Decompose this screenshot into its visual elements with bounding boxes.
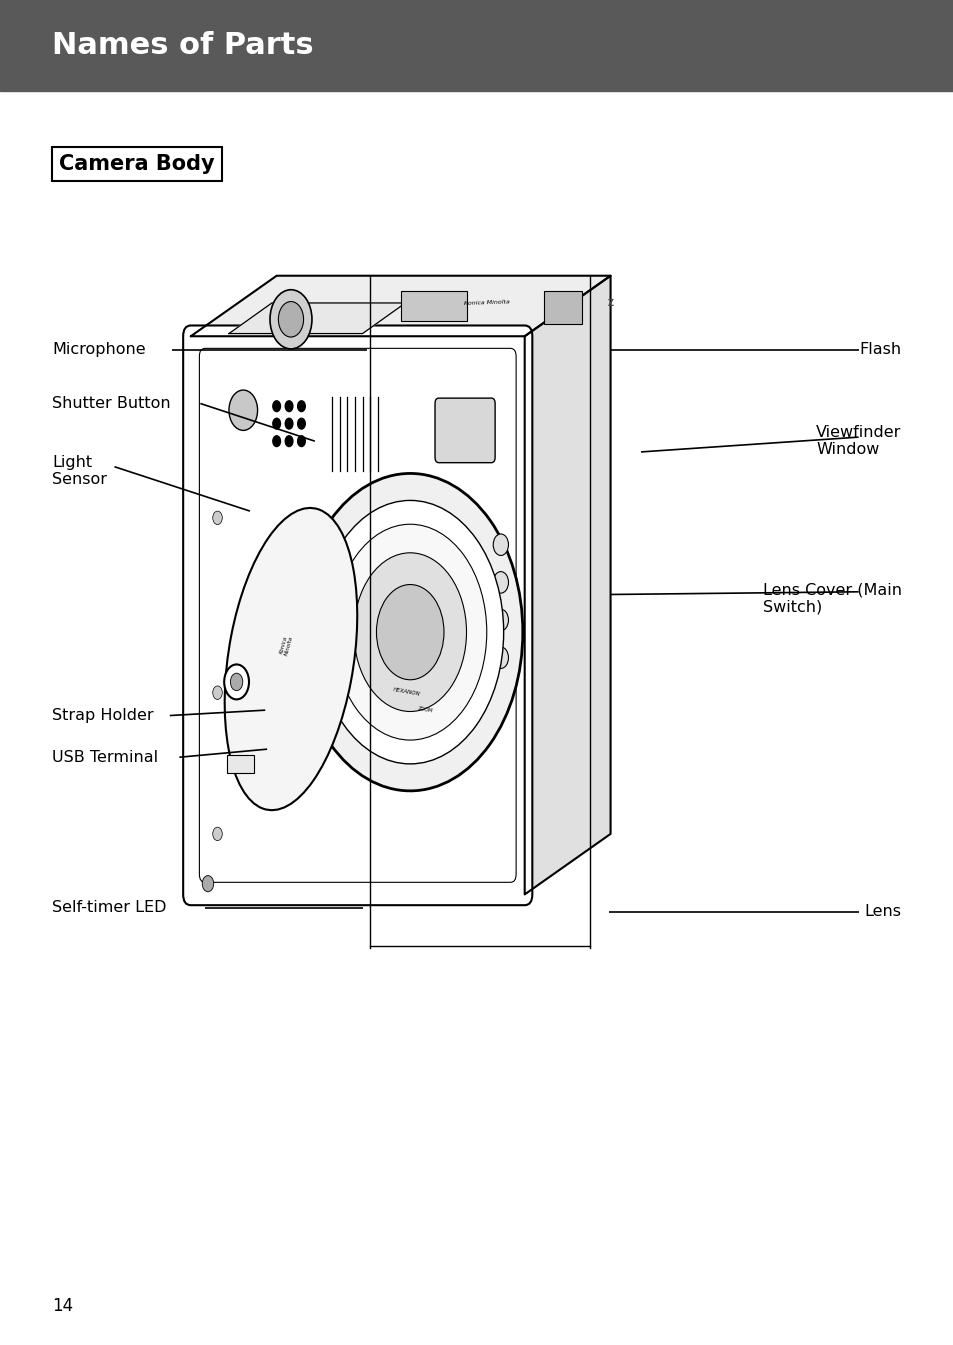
Circle shape [297,436,305,447]
Text: Camera Body: Camera Body [59,155,214,174]
Text: Microphone: Microphone [52,342,146,358]
Text: Z: Z [607,299,613,308]
Text: Self-timer LED: Self-timer LED [52,900,167,916]
Polygon shape [524,276,610,894]
Text: Lens Cover (Main
Switch): Lens Cover (Main Switch) [761,582,901,615]
Circle shape [297,473,522,791]
Circle shape [213,511,222,525]
Polygon shape [191,276,610,336]
FancyBboxPatch shape [183,325,532,905]
Circle shape [493,572,508,593]
Text: ZOOM: ZOOM [417,706,433,714]
Circle shape [273,436,280,447]
Circle shape [493,609,508,631]
Circle shape [354,553,466,712]
Text: Shutter Button: Shutter Button [52,395,171,412]
Circle shape [493,647,508,668]
Bar [400,291,467,321]
Circle shape [376,585,443,679]
Text: Viewfinder
Window: Viewfinder Window [816,425,901,457]
Circle shape [229,390,257,430]
Bar [543,291,581,324]
Text: Names of Parts: Names of Parts [52,31,314,61]
Text: Konica Minolta: Konica Minolta [463,300,509,307]
Text: HEXANON: HEXANON [392,687,420,697]
Circle shape [285,418,293,429]
Circle shape [285,436,293,447]
Circle shape [213,827,222,841]
Circle shape [316,500,503,764]
FancyBboxPatch shape [199,348,516,882]
Circle shape [334,525,486,740]
Circle shape [213,686,222,699]
Circle shape [278,301,303,338]
FancyBboxPatch shape [435,398,495,463]
Text: Konica
Minolta: Konica Minolta [278,635,294,656]
Text: Flash: Flash [859,342,901,358]
Bar [227,755,253,773]
Bar [0,0,953,91]
Circle shape [273,418,280,429]
Circle shape [273,401,280,412]
Circle shape [297,418,305,429]
Polygon shape [229,303,405,334]
Ellipse shape [225,508,356,810]
Text: 14: 14 [52,1298,73,1315]
Text: Strap Holder: Strap Holder [52,707,154,724]
Circle shape [493,534,508,555]
Circle shape [270,289,312,348]
Circle shape [230,672,242,691]
Text: USB Terminal: USB Terminal [52,749,158,765]
Circle shape [224,664,249,699]
Circle shape [202,876,213,892]
Circle shape [297,401,305,412]
Circle shape [285,401,293,412]
Text: Lens: Lens [863,904,901,920]
Text: Light
Sensor: Light Sensor [52,455,108,487]
